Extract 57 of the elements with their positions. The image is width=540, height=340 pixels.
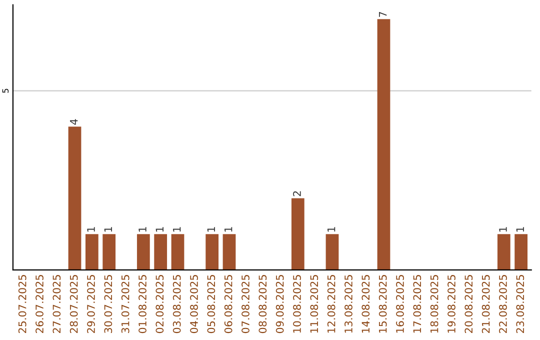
x-tick-label: 07.08.2025 bbox=[242, 275, 250, 334]
x-tick-label: 03.08.2025 bbox=[172, 275, 181, 334]
bar bbox=[136, 234, 150, 270]
x-tick-label: 10.08.2025 bbox=[293, 275, 301, 333]
data-label: 1 bbox=[138, 227, 146, 232]
data-label: 1 bbox=[156, 227, 164, 232]
x-tick-label: 02.08.2025 bbox=[156, 275, 164, 334]
data-label: 1 bbox=[87, 227, 95, 232]
x-tick-label: 18.08.2025 bbox=[430, 275, 438, 333]
bar bbox=[206, 234, 219, 270]
bar bbox=[291, 198, 304, 270]
data-label: 1 bbox=[207, 227, 215, 232]
data-label: 2 bbox=[293, 191, 301, 196]
x-tick-label: 04.08.2025 bbox=[190, 275, 198, 334]
data-label: 1 bbox=[328, 227, 336, 232]
x-tick-label: 28.07.2025 bbox=[70, 275, 78, 334]
data-label: 1 bbox=[173, 227, 181, 232]
bar bbox=[222, 234, 236, 270]
x-tick-label: 30.07.2025 bbox=[104, 275, 112, 333]
x-tick-label: 31.07.2025 bbox=[121, 275, 130, 333]
x-tick-label: 06.08.2025 bbox=[224, 275, 232, 334]
bar bbox=[326, 234, 339, 270]
x-tick-label: 05.08.2025 bbox=[207, 275, 216, 334]
x-tick-label: 13.08.2025 bbox=[344, 275, 352, 333]
bar bbox=[68, 126, 82, 270]
x-tick-label: 23.08.2025 bbox=[516, 275, 524, 334]
bar bbox=[85, 234, 98, 270]
x-tick-label: 09.08.2025 bbox=[276, 275, 284, 334]
x-tick-label: 08.08.2025 bbox=[258, 275, 267, 334]
x-tick-label: 22.08.2025 bbox=[499, 275, 507, 334]
x-tick-label: 16.08.2025 bbox=[396, 275, 404, 333]
data-label: 1 bbox=[224, 227, 232, 232]
bar bbox=[102, 234, 116, 270]
y-tick-label: 5 bbox=[2, 88, 9, 93]
x-tick-label: 19.08.2025 bbox=[448, 275, 456, 333]
x-tick-label: 26.07.2025 bbox=[36, 275, 44, 334]
data-label: 4 bbox=[70, 119, 78, 125]
x-tick-label: 27.07.2025 bbox=[52, 275, 61, 334]
x-tick-label: 14.08.2025 bbox=[362, 275, 370, 333]
x-tick-label: 17.08.2025 bbox=[413, 275, 422, 333]
x-tick-label: 01.08.2025 bbox=[138, 275, 146, 334]
data-label: 1 bbox=[499, 227, 507, 232]
bar bbox=[171, 234, 184, 270]
bar bbox=[497, 234, 510, 270]
x-tick-label: 15.08.2025 bbox=[378, 275, 387, 333]
data-label: 7 bbox=[379, 12, 387, 17]
x-tick-label: 12.08.2025 bbox=[327, 275, 336, 333]
x-tick-label: 11.08.2025 bbox=[310, 275, 318, 333]
bar bbox=[377, 19, 390, 270]
x-tick-label: 21.08.2025 bbox=[482, 275, 490, 334]
data-label: 1 bbox=[516, 227, 524, 232]
x-tick-label: 25.07.2025 bbox=[18, 275, 26, 334]
x-tick-label: 20.08.2025 bbox=[464, 275, 473, 334]
data-label: 1 bbox=[104, 227, 112, 232]
bar bbox=[514, 234, 528, 270]
x-tick-label: 29.07.2025 bbox=[87, 275, 95, 334]
bar bbox=[154, 234, 168, 270]
